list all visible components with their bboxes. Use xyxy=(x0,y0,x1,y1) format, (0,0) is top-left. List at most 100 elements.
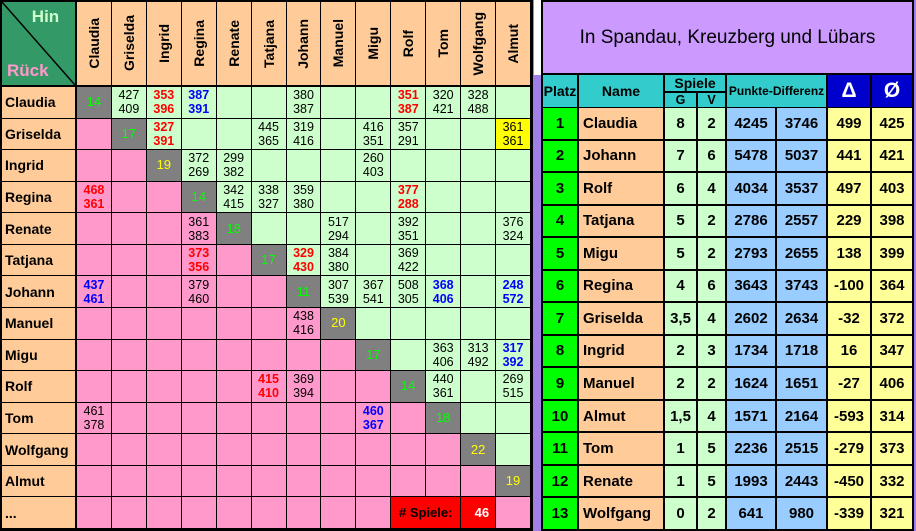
matrix-cell xyxy=(181,371,217,403)
matrix-cell xyxy=(146,213,182,245)
matrix-cell: 437 461 xyxy=(77,276,112,308)
matrix-cell: 369 394 xyxy=(286,371,322,403)
score-hin: 328 xyxy=(467,88,489,103)
score-rueck: 422 xyxy=(397,260,419,275)
matrix-col-header: Wolfgang xyxy=(461,2,497,87)
points-against-cell: 3537 xyxy=(777,173,828,204)
matrix-col-header: Renate xyxy=(216,2,252,87)
platz-cell: 1 xyxy=(543,108,579,139)
matrix-cell xyxy=(216,465,252,498)
points-against-cell: 2164 xyxy=(777,400,828,432)
matrix-cell xyxy=(111,150,147,182)
matrix-cell: 445 365 xyxy=(251,118,287,151)
score-hin: 363 xyxy=(432,340,454,355)
score-rueck: 461 xyxy=(83,291,105,306)
matrix-cell xyxy=(391,150,427,182)
score-hin: 367 xyxy=(362,277,384,292)
matrix-cell: 387 391 xyxy=(181,87,217,119)
score-rueck: 515 xyxy=(502,386,524,401)
points-against-cell: 980 xyxy=(777,498,828,529)
points-for-cell: 2236 xyxy=(727,433,777,464)
matrix-cell: 327 391 xyxy=(146,118,182,151)
delta-cell: -100 xyxy=(828,270,872,302)
matrix-cell xyxy=(146,497,182,529)
matrix-diagonal-cell: 19 xyxy=(146,150,182,182)
standings-row: 10 Almut 1,5 4 1571 2164 -593 314 xyxy=(543,400,912,434)
points-against-cell: 5037 xyxy=(777,140,828,172)
matrix-cell xyxy=(146,307,182,340)
matrix-col-header-label: Manuel xyxy=(330,19,347,68)
platz-cell: 7 xyxy=(543,303,579,334)
matrix-cell xyxy=(426,244,462,277)
name-cell: Regina xyxy=(579,270,665,302)
score-hin: 372 xyxy=(188,151,210,166)
points-against-cell: 1718 xyxy=(777,335,828,367)
matrix-cell: 369 422 xyxy=(391,244,427,277)
platz-cell: 11 xyxy=(543,433,579,464)
matrix-row-label: Almut xyxy=(2,465,77,498)
matrix-cell xyxy=(181,465,217,498)
standings-row: 2 Johann 7 6 5478 5037 441 421 xyxy=(543,140,912,174)
games-won-cell: 1 xyxy=(665,433,698,464)
name-cell: Renate xyxy=(579,465,665,497)
standings-row: 9 Manuel 2 2 1624 1651 -27 406 xyxy=(543,368,912,401)
score-rueck: 380 xyxy=(327,260,349,275)
platz-cell: 2 xyxy=(543,140,579,172)
matrix-row-label: Claudia xyxy=(2,87,77,119)
matrix-cell xyxy=(461,118,497,151)
score-rueck: 394 xyxy=(293,386,314,401)
games-won-cell: 6 xyxy=(665,173,698,204)
platz-cell: 4 xyxy=(543,205,579,237)
matrix-cell: 517 294 xyxy=(321,213,357,245)
matrix-cell: 248 572 xyxy=(496,276,531,308)
matrix-cell xyxy=(77,213,112,245)
matrix-cell: 415 410 xyxy=(251,371,287,403)
points-against-cell: 3746 xyxy=(777,108,828,139)
points-against-cell: 2515 xyxy=(777,433,828,464)
score-rueck: 294 xyxy=(327,228,349,243)
score-rueck: 361 xyxy=(432,386,454,401)
points-for-cell: 1734 xyxy=(727,335,777,367)
matrix-cell: 508 305 xyxy=(391,276,427,308)
matrix-cell: 307 539 xyxy=(321,276,357,308)
matrix-cell xyxy=(111,181,147,214)
matrix-cell xyxy=(251,213,287,245)
matrix-cell xyxy=(251,434,287,466)
matrix-cell xyxy=(77,307,112,340)
score-rueck: 383 xyxy=(188,228,210,243)
matrix-cell xyxy=(321,402,357,435)
matrix-cell: 379 460 xyxy=(181,276,217,308)
matrix-row-label: Ingrid xyxy=(2,150,77,182)
matrix-row-label: Regina xyxy=(2,181,77,214)
header-name: Name xyxy=(579,75,665,107)
games-lost-cell: 4 xyxy=(698,173,727,204)
platz-cell: 3 xyxy=(543,173,579,204)
matrix-cell xyxy=(496,244,531,277)
standings-row: 11 Tom 1 5 2236 2515 -279 373 xyxy=(543,433,912,466)
score-hin: 392 xyxy=(397,214,419,229)
score-rueck: 430 xyxy=(293,260,314,275)
matrix-cell xyxy=(146,181,182,214)
matrix-row-label: Griselda xyxy=(2,118,77,151)
score-rueck: 460 xyxy=(188,291,210,306)
matrix-cell xyxy=(496,307,531,340)
games-won-cell: 5 xyxy=(665,205,698,237)
header-spiele-group: Spiele G V xyxy=(665,75,727,107)
matrix-cell xyxy=(111,307,147,340)
matrix-cell xyxy=(251,339,287,372)
matrix-cell xyxy=(356,434,392,466)
score-rueck: 382 xyxy=(223,165,245,180)
matrix-cell: 416 351 xyxy=(356,118,392,151)
score-rueck: 365 xyxy=(258,133,279,148)
matrix-diagonal-cell: 14 xyxy=(77,87,112,119)
score-hin: 438 xyxy=(293,309,314,324)
score-hin: 440 xyxy=(432,372,454,387)
score-rueck: 387 xyxy=(293,102,314,117)
matrix-cell xyxy=(461,465,497,498)
matrix-cell xyxy=(496,402,531,435)
score-rueck: 403 xyxy=(362,165,384,180)
score-hin: 313 xyxy=(467,340,489,355)
matrix-cell xyxy=(356,244,392,277)
delta-cell: -32 xyxy=(828,303,872,334)
score-hin: 445 xyxy=(258,119,279,134)
